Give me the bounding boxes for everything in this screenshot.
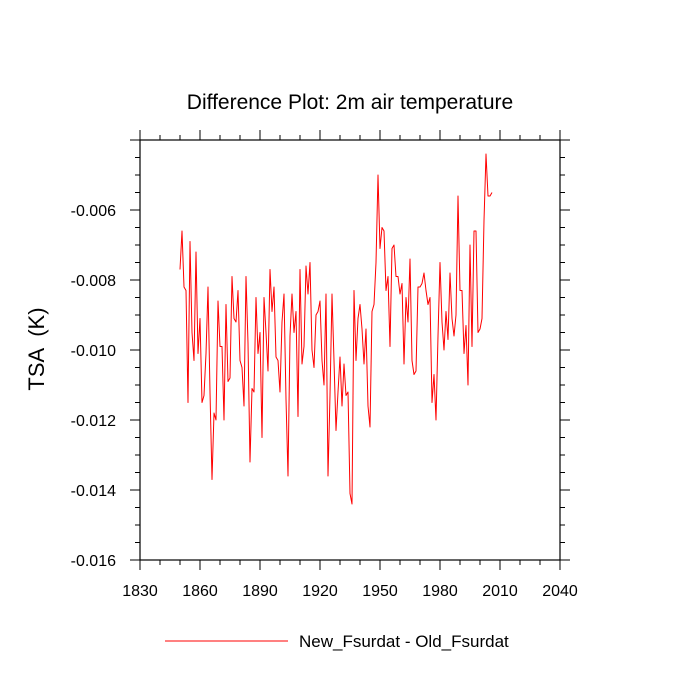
plot-frame [139, 139, 561, 561]
legend: New_Fsurdat - Old_Fsurdat [165, 632, 509, 651]
legend-label: New_Fsurdat - Old_Fsurdat [299, 632, 509, 651]
y-tick-label: -0.016 [71, 553, 116, 570]
x-tick-label: 1890 [242, 583, 278, 600]
x-tick-label: 1920 [302, 583, 338, 600]
y-tick-label: -0.006 [71, 203, 116, 220]
x-tick-label: 1830 [122, 583, 158, 600]
x-tick-label: 2010 [482, 583, 518, 600]
y-tick-label: -0.008 [71, 273, 116, 290]
series-line [179, 153, 493, 505]
x-tick-label: 2040 [542, 583, 578, 600]
x-tick-label: 1950 [362, 583, 398, 600]
y-tick-label: -0.010 [71, 343, 116, 360]
y-tick-label: -0.012 [71, 413, 116, 430]
y-tick-label: -0.014 [71, 483, 116, 500]
x-tick-label: 1980 [422, 583, 458, 600]
tick-labels: 1830 1860 1890 1920 1950 1980 2010 2040 -0.016 -0… [71, 203, 578, 600]
axis-ticks [130, 130, 570, 570]
chart-title: Difference Plot: 2m air temperature [187, 91, 513, 114]
x-tick-label: 1860 [182, 583, 218, 600]
y-axis-label: TSA (K) [24, 307, 49, 390]
